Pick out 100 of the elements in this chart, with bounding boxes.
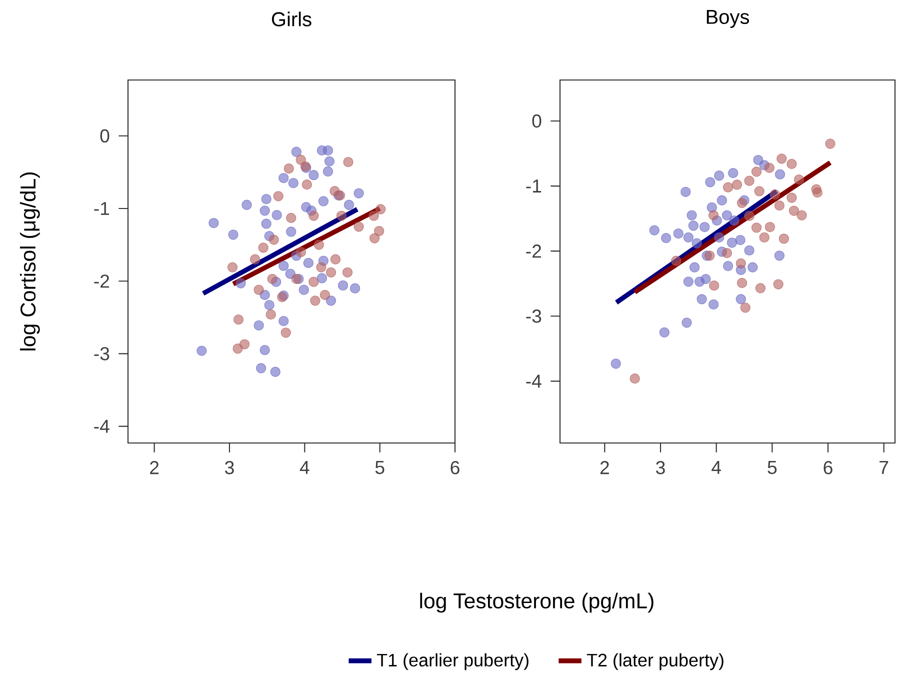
point — [322, 145, 334, 156]
point — [705, 177, 716, 188]
point — [688, 220, 699, 231]
point — [786, 192, 797, 203]
point — [260, 345, 270, 356]
point — [242, 200, 252, 210]
point — [736, 278, 748, 288]
point — [736, 258, 746, 269]
point — [354, 188, 364, 198]
point — [776, 154, 787, 164]
point — [208, 218, 219, 228]
point — [774, 169, 786, 180]
point — [260, 206, 270, 216]
point — [370, 233, 380, 244]
point — [744, 210, 754, 222]
point — [233, 314, 244, 325]
point — [744, 176, 754, 186]
point — [722, 248, 732, 258]
point — [261, 218, 272, 229]
y-tick-label: -1 — [94, 202, 110, 215]
point — [354, 222, 364, 232]
point — [326, 296, 336, 306]
chart-title: Boys — [706, 10, 749, 28]
point — [302, 179, 312, 190]
point — [736, 198, 748, 208]
point — [722, 210, 732, 220]
point — [268, 234, 279, 245]
point — [376, 204, 386, 214]
point — [256, 363, 266, 374]
x-tick-label: 3 — [656, 461, 665, 474]
x-tick-label: 2 — [600, 461, 609, 474]
point — [286, 226, 296, 237]
x-tick-label: 3 — [225, 461, 234, 474]
point — [630, 374, 640, 384]
point — [786, 158, 797, 169]
point — [318, 196, 329, 206]
x-tick-label: 6 — [450, 461, 460, 474]
y-tick-label: 0 — [532, 114, 542, 128]
point — [261, 194, 272, 204]
point — [344, 200, 354, 210]
point — [683, 276, 694, 287]
point — [308, 170, 319, 180]
point — [732, 180, 742, 190]
point — [709, 280, 720, 291]
point — [296, 246, 306, 258]
point — [748, 262, 758, 272]
point — [343, 156, 354, 168]
y-axis-title: log Cortisol (μg/dL) — [20, 172, 40, 350]
x-tick-label: 5 — [768, 461, 777, 474]
point — [774, 250, 784, 261]
point — [228, 230, 238, 240]
point — [751, 166, 762, 177]
point — [272, 210, 282, 220]
point — [764, 162, 774, 173]
point — [700, 274, 711, 284]
point — [680, 186, 691, 197]
point — [270, 366, 280, 377]
point — [264, 300, 274, 310]
point — [794, 174, 804, 185]
point — [314, 240, 324, 250]
point — [301, 202, 312, 212]
x-tick-label: 5 — [375, 461, 384, 474]
point — [774, 200, 784, 211]
y-tick-label: -2 — [526, 244, 542, 258]
point — [278, 260, 289, 271]
point — [788, 206, 800, 216]
point — [266, 309, 276, 320]
point — [291, 274, 302, 284]
point — [708, 299, 719, 310]
legend-label: T1 (earlier puberty) — [376, 653, 528, 670]
point — [716, 195, 727, 206]
point — [692, 238, 702, 248]
point — [755, 283, 766, 294]
point — [740, 302, 750, 313]
point — [338, 280, 348, 291]
point — [267, 274, 278, 284]
point — [773, 279, 784, 290]
point — [708, 210, 719, 220]
legend-label: T2 (later puberty) — [586, 653, 724, 670]
point — [239, 339, 250, 350]
point — [330, 254, 341, 264]
y-tick-label: -3 — [94, 347, 110, 360]
point — [649, 225, 660, 236]
y-tick-label: 0 — [100, 129, 110, 143]
point — [258, 242, 268, 253]
point — [326, 267, 336, 278]
x-tick-label: 6 — [824, 461, 832, 474]
point — [278, 172, 289, 184]
point — [316, 273, 328, 284]
point — [310, 296, 320, 306]
point — [254, 320, 264, 330]
point — [336, 210, 347, 221]
point — [825, 138, 836, 149]
chart-title: Girls — [272, 12, 312, 26]
point — [308, 276, 319, 287]
point — [280, 328, 291, 338]
y-tick-label: -4 — [94, 420, 110, 433]
point — [689, 262, 700, 272]
point — [722, 260, 734, 272]
y-tick-label: -1 — [526, 180, 542, 192]
